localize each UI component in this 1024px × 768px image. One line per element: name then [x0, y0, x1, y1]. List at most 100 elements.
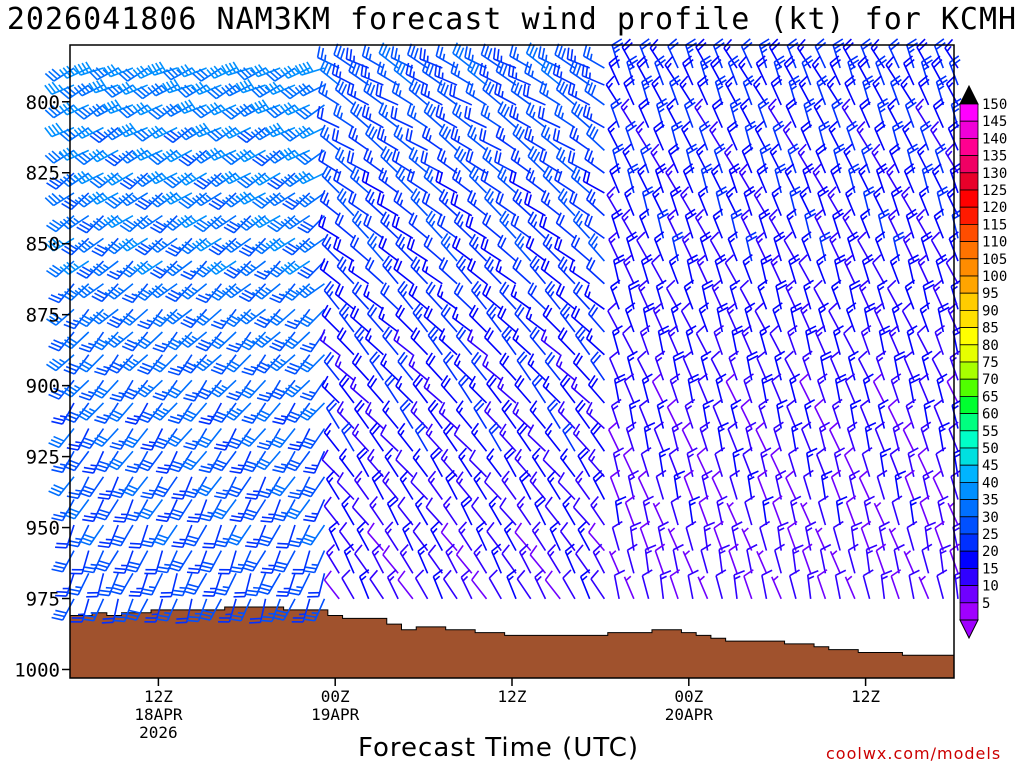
barb-feather — [240, 265, 251, 274]
barb-feather — [269, 393, 281, 400]
barb-feather — [423, 166, 430, 178]
wind-barb — [361, 104, 384, 129]
barb-half-feather — [133, 511, 141, 515]
barb-half-feather — [655, 237, 662, 244]
barb-feather — [326, 399, 335, 409]
wind-barb — [510, 148, 532, 174]
wind-barb — [149, 260, 178, 279]
barb-feather — [76, 365, 87, 373]
barb-feather — [458, 258, 467, 269]
barb-feather — [169, 463, 182, 469]
barb-half-feather — [587, 291, 591, 298]
barb-feather — [405, 128, 410, 140]
barb-feather — [154, 239, 165, 249]
barb-feather — [89, 268, 100, 277]
wind-barb — [279, 102, 311, 116]
barb-feather — [139, 86, 150, 95]
wind-barb — [391, 81, 414, 106]
barb-feather — [223, 413, 235, 421]
wind-barb — [480, 103, 502, 129]
barb-feather — [155, 220, 167, 228]
barb-half-feather — [681, 82, 687, 89]
barb-feather — [211, 387, 222, 395]
barb-feather — [198, 438, 210, 445]
wind-barb — [711, 469, 723, 500]
barb-feather — [562, 495, 572, 505]
barb-feather — [121, 490, 134, 497]
barb-half-feather — [687, 453, 694, 459]
barb-feather — [255, 243, 266, 252]
wind-barb — [623, 575, 635, 600]
barb-feather — [59, 266, 70, 275]
barb-feather — [468, 216, 474, 229]
wind-barb — [460, 495, 473, 526]
wind-barb — [323, 280, 340, 310]
barb-feather — [258, 195, 269, 204]
barb-feather — [458, 521, 468, 531]
barb-feather — [382, 255, 390, 266]
wind-barb — [316, 105, 340, 129]
wind-barb — [267, 354, 296, 372]
barb-feather — [77, 127, 87, 137]
wind-barb — [226, 476, 252, 498]
barb-feather — [80, 125, 90, 136]
barb-staff — [724, 262, 738, 285]
barb-half-feather — [385, 221, 390, 228]
wind-barbs — [44, 38, 966, 624]
wind-barb — [238, 283, 267, 303]
barb-feather — [300, 362, 311, 370]
barb-feather — [320, 107, 324, 120]
barb-feather — [351, 193, 357, 205]
barb-half-feather — [356, 477, 362, 484]
barb-feather — [430, 402, 439, 413]
barb-feather — [92, 177, 103, 186]
wind-barb — [397, 280, 414, 310]
wind-barb — [86, 573, 105, 598]
barb-feather — [196, 315, 207, 324]
barb-feather — [139, 365, 151, 372]
barb-feather — [239, 150, 249, 161]
barb-half-feather — [308, 173, 315, 179]
wind-barb — [89, 308, 119, 325]
wind-barb — [701, 279, 714, 310]
barb-feather — [334, 354, 341, 366]
barb-half-feather — [58, 194, 65, 200]
barb-feather — [471, 496, 480, 507]
wind-barb — [348, 191, 370, 217]
barb-feather — [195, 442, 207, 449]
wind-barb — [88, 149, 119, 163]
barb-feather — [171, 496, 183, 500]
barb-feather — [285, 387, 296, 395]
barb-half-feather — [397, 382, 403, 390]
wind-barb — [442, 496, 458, 526]
barb-feather — [339, 48, 346, 60]
barb-feather — [254, 102, 263, 113]
barb-feather — [331, 128, 336, 140]
barb-feather — [509, 104, 514, 117]
wind-barb — [466, 258, 488, 285]
barb-feather — [276, 561, 288, 566]
barb-feather — [53, 484, 65, 491]
barb-feather — [169, 217, 180, 227]
barb-feather — [303, 470, 315, 474]
barb-feather — [294, 86, 304, 97]
barb-feather — [375, 83, 379, 96]
barb-feather — [295, 199, 306, 208]
wind-barb — [640, 447, 652, 478]
barb-feather — [139, 320, 151, 327]
barb-feather — [397, 496, 406, 507]
barb-feather — [527, 63, 533, 75]
wind-barb — [419, 47, 443, 69]
wind-barb — [338, 521, 355, 552]
barb-feather — [436, 148, 443, 160]
wind-barb — [51, 598, 75, 621]
barb-feather — [450, 126, 455, 139]
barb-half-feather — [382, 360, 388, 367]
barb-half-feather — [205, 84, 211, 91]
barb-half-feather — [566, 550, 573, 556]
barb-half-feather — [627, 427, 634, 433]
wind-barb — [178, 149, 208, 167]
barb-feather — [183, 445, 195, 450]
barb-feather — [584, 213, 590, 225]
barb-feather — [607, 302, 617, 312]
